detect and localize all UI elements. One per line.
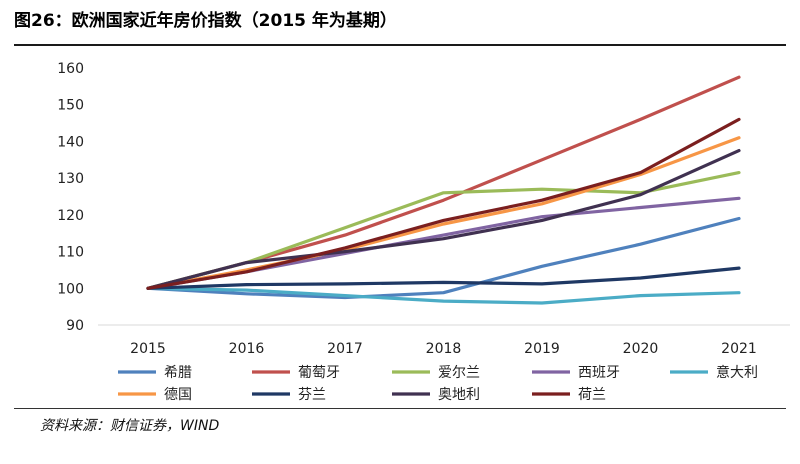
series-line [146, 266, 741, 290]
y-tick-label: 140 [57, 134, 84, 150]
chart-title: 图26：欧洲国家近年房价指数（2015 年为基期） [14, 11, 397, 31]
y-tick-label: 160 [57, 61, 84, 77]
legend-label: 荷兰 [578, 387, 606, 403]
legend-label: 希腊 [164, 365, 192, 381]
y-tick-label: 130 [57, 171, 84, 187]
source-note: 资料来源：财信证券，WIND [40, 418, 220, 434]
x-tick-label: 2015 [130, 341, 166, 357]
legend-label: 奥地利 [438, 386, 480, 403]
y-tick-label: 120 [57, 208, 84, 224]
y-tick-label: 110 [57, 245, 84, 261]
legend-label: 意大利 [716, 364, 758, 381]
series-line [146, 216, 741, 300]
x-tick-label: 2016 [229, 341, 265, 357]
legend-label: 德国 [164, 387, 192, 403]
y-tick-label: 100 [57, 281, 84, 297]
x-tick-label: 2020 [623, 341, 659, 357]
x-tick-label: 2018 [426, 341, 462, 357]
series-line [146, 117, 741, 290]
legend-label: 西班牙 [578, 365, 620, 381]
axes: 90 100 110 120 130 140 150 160 2015 2016 2017 2018 2… [57, 61, 790, 357]
y-tick-label: 150 [57, 98, 84, 114]
series-lines [146, 75, 741, 305]
series-line [146, 75, 741, 290]
source-divider [14, 408, 786, 409]
legend-label: 葡萄牙 [298, 365, 340, 381]
y-tick-label: 90 [66, 318, 84, 334]
x-tick-label: 2019 [524, 341, 560, 357]
x-tick-label: 2017 [327, 341, 363, 357]
x-tick-label: 2021 [721, 341, 757, 357]
series-line [146, 136, 741, 290]
series-line [146, 286, 741, 305]
legend-label: 爱尔兰 [438, 365, 480, 381]
title-divider [14, 44, 786, 46]
legend-label: 芬兰 [298, 387, 326, 403]
series-line [146, 149, 741, 290]
